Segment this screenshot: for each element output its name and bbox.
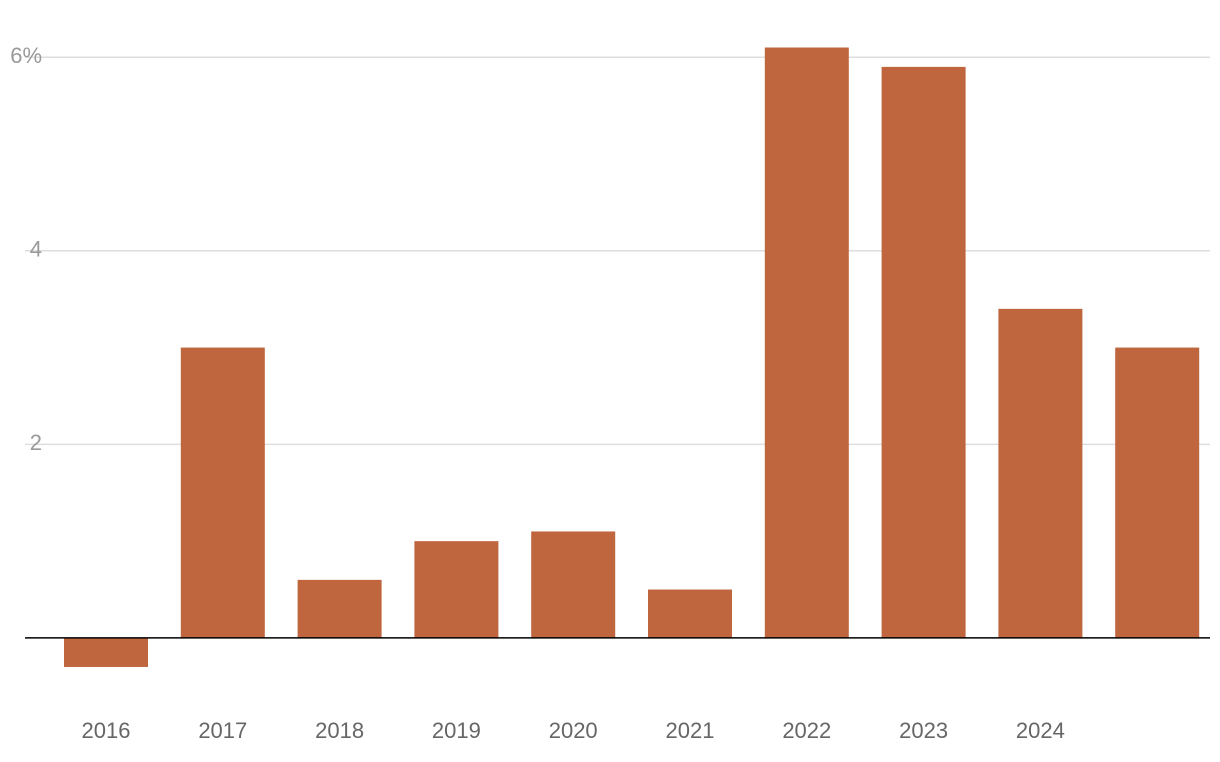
x-tick-label: 2021 [666, 718, 715, 743]
bar [764, 47, 849, 638]
y-tick-label: 4 [30, 237, 42, 262]
bar [998, 308, 1083, 638]
bar [881, 66, 966, 638]
x-tick-label: 2016 [82, 718, 131, 743]
bar [297, 579, 382, 638]
bar [180, 347, 265, 638]
x-tick-label: 2022 [782, 718, 831, 743]
bar [531, 531, 616, 638]
x-tick-label: 2023 [899, 718, 948, 743]
x-tick-label: 2019 [432, 718, 481, 743]
bar [1115, 347, 1200, 638]
bar [414, 541, 499, 638]
bar [64, 637, 148, 667]
x-tick-label: 2018 [315, 718, 364, 743]
x-tick-label: 2017 [198, 718, 247, 743]
x-tick-label: 2024 [1016, 718, 1065, 743]
x-tick-label: 2020 [549, 718, 598, 743]
y-tick-label: 2 [30, 430, 42, 455]
bar [648, 589, 732, 638]
y-tick-label: 6% [10, 43, 42, 68]
